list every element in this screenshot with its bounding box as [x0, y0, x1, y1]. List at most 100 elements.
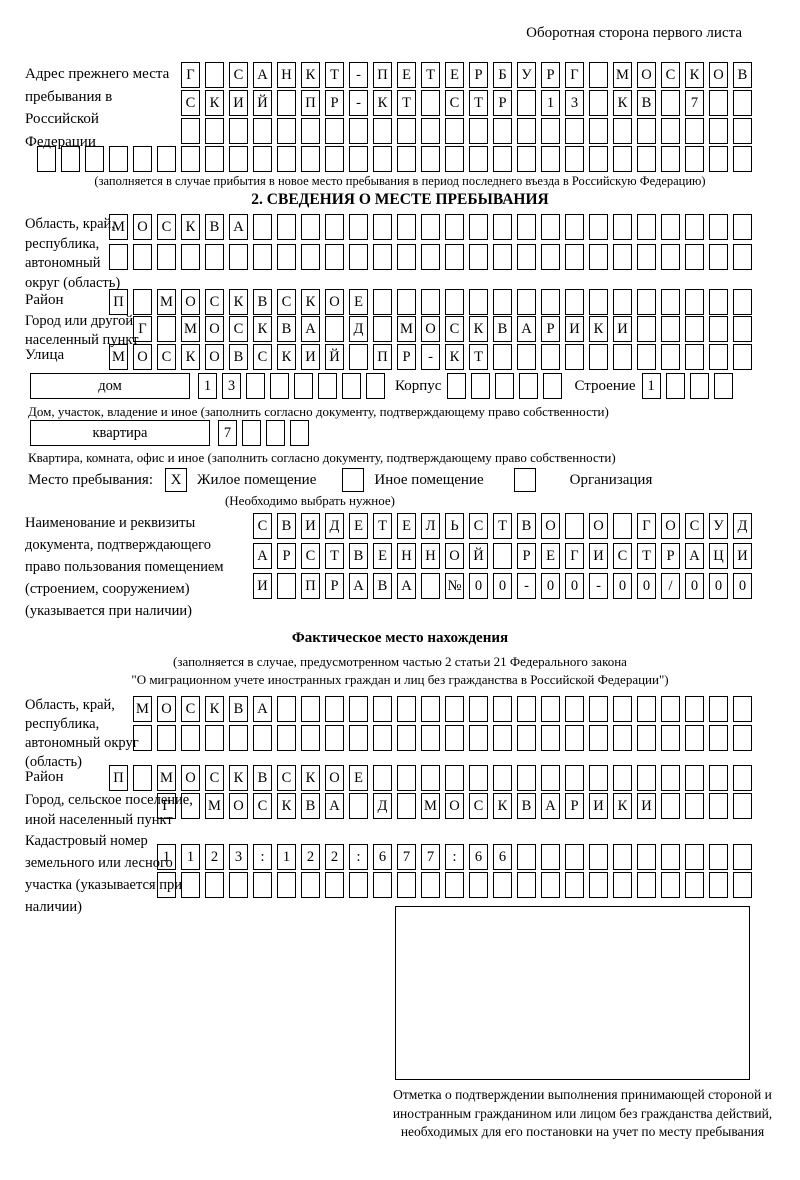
char-cell[interactable]: Г: [133, 316, 152, 342]
char-cell[interactable]: [517, 244, 536, 270]
char-cell[interactable]: [397, 872, 416, 898]
char-cell[interactable]: Г: [637, 513, 656, 539]
char-cell[interactable]: А: [301, 316, 320, 342]
char-cell[interactable]: [589, 62, 608, 88]
char-cell[interactable]: [325, 725, 344, 751]
char-cell[interactable]: [541, 872, 560, 898]
char-cell[interactable]: 0: [541, 573, 560, 599]
char-cell[interactable]: К: [205, 696, 224, 722]
char-cell[interactable]: О: [181, 765, 200, 791]
char-cell[interactable]: [517, 725, 536, 751]
char-cell[interactable]: [709, 872, 728, 898]
char-cell[interactable]: С: [157, 214, 176, 240]
char-cell[interactable]: К: [277, 793, 296, 819]
char-cell[interactable]: [373, 146, 392, 172]
char-cell[interactable]: [541, 765, 560, 791]
char-cell[interactable]: [541, 214, 560, 240]
char-cell[interactable]: [613, 118, 632, 144]
char-cell[interactable]: И: [301, 344, 320, 370]
char-cell[interactable]: [373, 244, 392, 270]
char-cell[interactable]: [421, 118, 440, 144]
char-cell[interactable]: [541, 725, 560, 751]
char-cell[interactable]: [109, 244, 128, 270]
char-cell[interactable]: [685, 765, 704, 791]
char-cell[interactable]: [613, 146, 632, 172]
char-cell[interactable]: С: [253, 793, 272, 819]
char-cell[interactable]: [421, 765, 440, 791]
char-cell[interactable]: Г: [565, 543, 584, 569]
char-cell[interactable]: В: [253, 765, 272, 791]
char-cell[interactable]: [493, 214, 512, 240]
char-cell[interactable]: С: [613, 543, 632, 569]
char-cell[interactable]: П: [373, 62, 392, 88]
char-cell[interactable]: С: [205, 289, 224, 315]
char-cell[interactable]: [181, 118, 200, 144]
char-cell[interactable]: [133, 765, 152, 791]
char-cell[interactable]: [277, 214, 296, 240]
char-cell[interactable]: И: [565, 316, 584, 342]
char-cell[interactable]: [709, 793, 728, 819]
char-cell[interactable]: [613, 513, 632, 539]
char-cell[interactable]: [493, 765, 512, 791]
char-cell[interactable]: 0: [469, 573, 488, 599]
char-cell[interactable]: [685, 696, 704, 722]
char-cell[interactable]: [349, 146, 368, 172]
char-cell[interactable]: [589, 696, 608, 722]
char-cell[interactable]: [565, 765, 584, 791]
char-cell[interactable]: [373, 696, 392, 722]
char-cell[interactable]: [589, 214, 608, 240]
char-cell[interactable]: О: [445, 543, 464, 569]
char-cell[interactable]: [689, 373, 709, 399]
char-cell[interactable]: [613, 289, 632, 315]
char-cell[interactable]: О: [589, 513, 608, 539]
char-cell[interactable]: Е: [541, 543, 560, 569]
char-cell[interactable]: [685, 214, 704, 240]
char-cell[interactable]: К: [589, 316, 608, 342]
char-cell[interactable]: [157, 244, 176, 270]
char-cell[interactable]: [709, 118, 728, 144]
char-cell[interactable]: А: [253, 62, 272, 88]
char-cell[interactable]: О: [661, 513, 680, 539]
char-cell[interactable]: [421, 289, 440, 315]
char-cell[interactable]: [397, 725, 416, 751]
char-cell[interactable]: [469, 872, 488, 898]
char-cell[interactable]: Д: [349, 316, 368, 342]
char-cell[interactable]: [685, 844, 704, 870]
char-cell[interactable]: [685, 793, 704, 819]
char-cell[interactable]: [421, 872, 440, 898]
char-cell[interactable]: И: [229, 90, 248, 116]
char-cell[interactable]: [397, 244, 416, 270]
char-cell[interactable]: [637, 289, 656, 315]
char-cell[interactable]: [253, 725, 272, 751]
char-cell[interactable]: [709, 316, 728, 342]
char-cell[interactable]: [421, 573, 440, 599]
char-cell[interactable]: 0: [685, 573, 704, 599]
char-cell[interactable]: [277, 146, 296, 172]
char-cell[interactable]: [397, 793, 416, 819]
char-cell[interactable]: [373, 214, 392, 240]
char-cell[interactable]: [397, 289, 416, 315]
char-cell[interactable]: [565, 344, 584, 370]
char-cell[interactable]: К: [205, 90, 224, 116]
char-cell[interactable]: А: [253, 543, 272, 569]
char-cell[interactable]: Р: [517, 543, 536, 569]
char-cell[interactable]: В: [517, 513, 536, 539]
char-cell[interactable]: [493, 146, 512, 172]
char-cell[interactable]: [253, 146, 272, 172]
char-cell[interactable]: [685, 725, 704, 751]
char-cell[interactable]: [349, 214, 368, 240]
char-cell[interactable]: В: [229, 696, 248, 722]
char-cell[interactable]: :: [253, 844, 272, 870]
char-cell[interactable]: С: [445, 90, 464, 116]
char-cell[interactable]: [242, 420, 261, 446]
char-cell[interactable]: [266, 420, 285, 446]
char-cell[interactable]: [397, 214, 416, 240]
char-cell[interactable]: 1: [198, 373, 217, 399]
char-cell[interactable]: 3: [565, 90, 584, 116]
checkbox-residential[interactable]: X: [165, 468, 187, 492]
char-cell[interactable]: /: [661, 573, 680, 599]
char-cell[interactable]: К: [229, 289, 248, 315]
char-cell[interactable]: С: [253, 513, 272, 539]
char-cell[interactable]: О: [325, 289, 344, 315]
char-cell[interactable]: [349, 344, 368, 370]
